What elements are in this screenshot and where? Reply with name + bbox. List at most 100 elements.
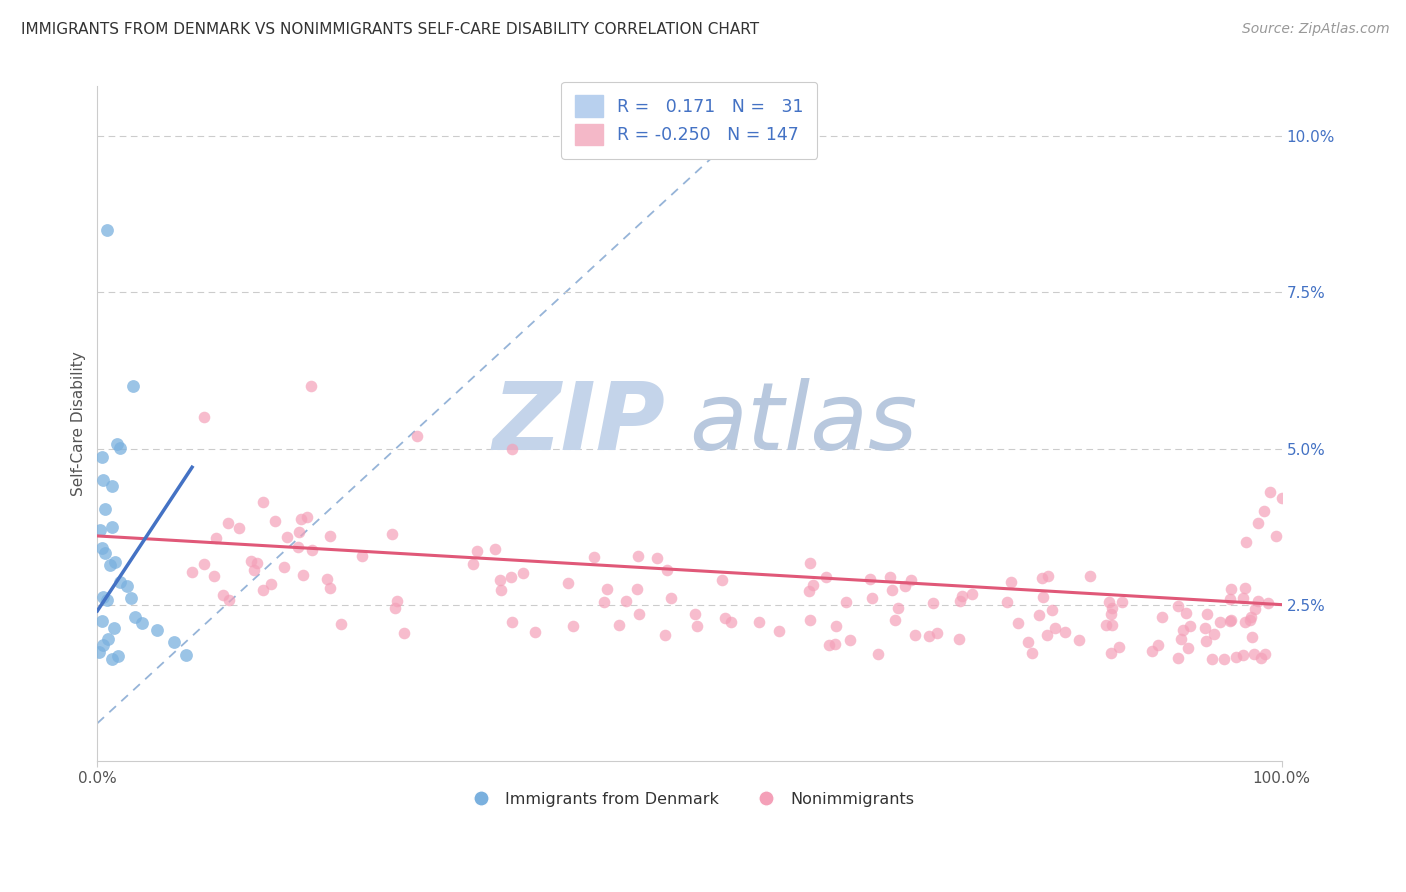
Point: [115, 579, 138, 593]
Point: [1167, 599, 1189, 614]
Point: [145, 623, 167, 637]
Point: [683, 607, 706, 621]
Point: [465, 544, 488, 558]
Point: [627, 549, 650, 563]
Point: [1000, 575, 1022, 590]
Point: [868, 647, 890, 661]
Point: [316, 572, 339, 586]
Point: [385, 593, 408, 607]
Point: [627, 607, 650, 622]
Point: [108, 575, 131, 590]
Point: [893, 579, 915, 593]
Point: [1069, 633, 1091, 648]
Point: [104, 555, 127, 569]
Point: [1007, 615, 1029, 630]
Point: [287, 525, 309, 540]
Text: atlas: atlas: [689, 378, 918, 469]
Point: [329, 616, 352, 631]
Point: [461, 558, 484, 572]
Point: [1195, 633, 1218, 648]
Point: [962, 587, 984, 601]
Point: [1150, 609, 1173, 624]
Point: [1045, 621, 1067, 635]
Point: [995, 595, 1018, 609]
Point: [91, 541, 114, 556]
Point: [276, 531, 298, 545]
Point: [1213, 652, 1236, 666]
Point: [1177, 640, 1199, 655]
Point: [217, 516, 239, 531]
Point: [720, 615, 742, 630]
Point: [801, 578, 824, 592]
Point: [1270, 491, 1292, 506]
Point: [1021, 646, 1043, 660]
Point: [948, 632, 970, 646]
Point: [287, 540, 309, 554]
Point: [301, 543, 323, 558]
Point: [524, 625, 547, 640]
Point: [107, 649, 129, 664]
Point: [181, 566, 204, 580]
Point: [103, 621, 125, 635]
Point: [87, 645, 110, 659]
Point: [98, 558, 121, 573]
Point: [799, 556, 821, 570]
Point: [193, 410, 215, 425]
Point: [713, 611, 735, 625]
Point: [406, 429, 429, 443]
Point: [252, 582, 274, 597]
Point: [484, 542, 506, 557]
Point: [799, 613, 821, 627]
Point: [94, 502, 117, 516]
Point: [814, 570, 837, 584]
Point: [122, 379, 145, 393]
Point: [747, 615, 769, 629]
Point: [319, 581, 342, 595]
Point: [211, 588, 233, 602]
Point: [124, 610, 146, 624]
Point: [1101, 600, 1123, 615]
Point: [96, 592, 118, 607]
Point: [825, 619, 848, 633]
Legend: Immigrants from Denmark, Nonimmigrants: Immigrants from Denmark, Nonimmigrants: [458, 786, 921, 814]
Point: [1234, 535, 1257, 549]
Point: [273, 559, 295, 574]
Point: [903, 628, 925, 642]
Point: [1140, 644, 1163, 658]
Point: [204, 531, 226, 545]
Point: [887, 601, 910, 615]
Point: [101, 652, 124, 666]
Point: [883, 613, 905, 627]
Point: [94, 546, 117, 560]
Point: [1078, 568, 1101, 582]
Point: [1219, 614, 1241, 628]
Point: [768, 624, 790, 638]
Point: [1264, 529, 1286, 543]
Text: Source: ZipAtlas.com: Source: ZipAtlas.com: [1241, 22, 1389, 37]
Point: [1233, 615, 1256, 629]
Point: [1232, 648, 1254, 662]
Point: [1247, 516, 1270, 531]
Point: [858, 572, 880, 586]
Point: [927, 626, 949, 640]
Point: [1241, 630, 1264, 644]
Point: [91, 473, 114, 487]
Point: [950, 589, 973, 603]
Point: [1247, 594, 1270, 608]
Point: [1219, 592, 1241, 607]
Point: [292, 567, 315, 582]
Point: [242, 563, 264, 577]
Point: [1111, 595, 1133, 609]
Point: [1170, 632, 1192, 647]
Point: [1017, 634, 1039, 648]
Point: [592, 595, 614, 609]
Point: [1208, 615, 1230, 629]
Point: [818, 638, 841, 652]
Point: [835, 595, 858, 609]
Point: [218, 592, 240, 607]
Point: [1031, 571, 1053, 585]
Point: [1194, 621, 1216, 635]
Point: [501, 615, 523, 630]
Point: [91, 638, 114, 652]
Point: [654, 628, 676, 642]
